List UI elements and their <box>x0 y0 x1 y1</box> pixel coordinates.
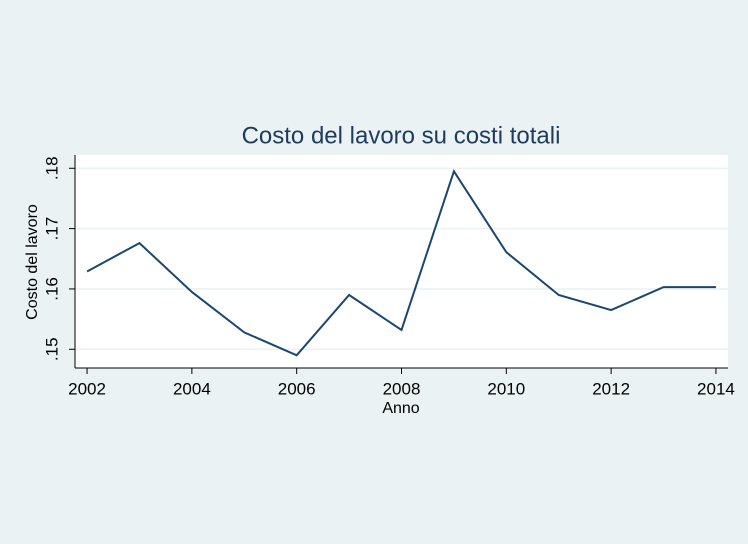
y-axis-title: Costo del lavoro <box>24 204 41 320</box>
x-tick-label: 2002 <box>68 379 106 398</box>
y-tick-label: .15 <box>42 337 61 361</box>
x-tick-label: 2012 <box>592 379 630 398</box>
plot-area <box>75 155 728 368</box>
x-tick-label: 2004 <box>173 379 211 398</box>
y-tick-label: .16 <box>42 277 61 301</box>
y-tick-label: .17 <box>42 217 61 241</box>
x-tick-label: 2010 <box>487 379 525 398</box>
x-axis-title: Anno <box>382 400 419 417</box>
x-tick-label: 2006 <box>278 379 316 398</box>
chart-title: Costo del lavoro su costi totali <box>242 122 561 149</box>
x-tick-label: 2008 <box>383 379 421 398</box>
x-tick-label: 2014 <box>697 379 735 398</box>
y-tick-label: .18 <box>42 156 61 180</box>
data-line <box>86 168 716 357</box>
